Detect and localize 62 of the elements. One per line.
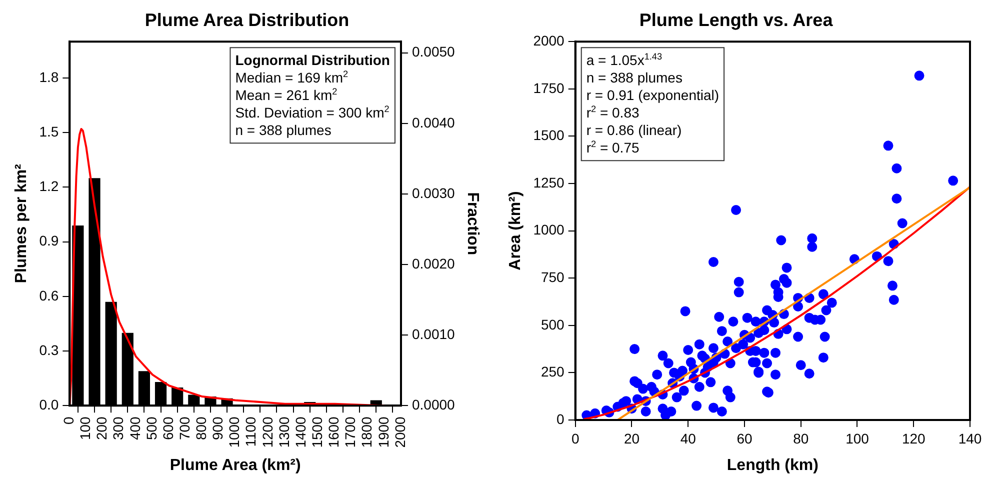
y-tick-label: 0.0 bbox=[39, 396, 59, 413]
x-tick-label: 0 bbox=[60, 416, 77, 424]
y-tick-label: 0.6 bbox=[39, 287, 59, 304]
annotation: r = 0.91 (exponential) bbox=[586, 87, 720, 104]
annotation: r = 0.86 (linear) bbox=[586, 122, 682, 138]
x-tick-label: 500 bbox=[143, 416, 160, 440]
y2-tick-label: 0.0050 bbox=[412, 44, 456, 60]
x-axis-title: Length (km) bbox=[726, 456, 818, 474]
x-tick-label: 0 bbox=[571, 430, 580, 446]
x-tick-label: 1600 bbox=[326, 416, 342, 448]
y2-tick-label: 0.0010 bbox=[412, 326, 456, 342]
annotation: n = 388 plumes bbox=[586, 70, 682, 86]
x-tick-label: 1400 bbox=[292, 416, 308, 448]
y-tick-label: 500 bbox=[540, 316, 565, 332]
annotation: n = 388 plumes bbox=[235, 122, 332, 138]
x-tick-label: 1500 bbox=[309, 416, 326, 448]
y-axis-title: Area (km²) bbox=[507, 191, 524, 270]
y2-axis-title: Fraction bbox=[464, 192, 481, 256]
x-tick-label: 700 bbox=[176, 416, 192, 440]
x-tick-label: 1800 bbox=[358, 416, 375, 448]
x-axis-title: Plume Area (km²) bbox=[170, 456, 301, 474]
x-tick-label: 600 bbox=[160, 416, 176, 440]
y2-tick-label: 0.0040 bbox=[412, 114, 456, 130]
x-tick-label: 100 bbox=[846, 430, 870, 446]
x-tick-label: 20 bbox=[624, 430, 640, 446]
y-axis-title: Plumes per km² bbox=[13, 164, 30, 284]
y-tick-label: 250 bbox=[540, 364, 565, 380]
x-tick-label: 40 bbox=[680, 430, 696, 446]
x-tick-label: 2000 bbox=[392, 416, 408, 448]
x-tick-label: 1100 bbox=[242, 416, 259, 447]
x-tick-label: 900 bbox=[210, 416, 226, 440]
y-tick-label: 0.9 bbox=[39, 232, 59, 249]
x-tick-label: 140 bbox=[958, 430, 982, 446]
x-tick-label: 100 bbox=[77, 416, 94, 440]
y-tick-label: 1750 bbox=[533, 80, 565, 96]
x-tick-label: 1700 bbox=[342, 416, 358, 448]
chart-title: Plume Area Distribution bbox=[144, 10, 350, 30]
y2-tick-label: 0.0000 bbox=[412, 396, 456, 413]
y-tick-label: 0.3 bbox=[39, 342, 59, 358]
y-tick-label: 1000 bbox=[533, 222, 565, 238]
x-tick-label: 120 bbox=[902, 430, 926, 446]
x-tick-label: 800 bbox=[193, 416, 210, 440]
x-tick-label: 1000 bbox=[226, 416, 242, 448]
y-tick-label: 1500 bbox=[533, 127, 565, 144]
x-tick-label: 1300 bbox=[276, 416, 292, 448]
y-tick-label: 1.5 bbox=[39, 123, 59, 140]
chart-title: Plume Length vs. Area bbox=[639, 10, 834, 30]
annotation: Lognormal Distribution bbox=[235, 52, 390, 68]
y-tick-label: 1.8 bbox=[39, 68, 59, 85]
x-tick-label: 1200 bbox=[259, 416, 276, 448]
y2-tick-label: 0.0020 bbox=[412, 255, 456, 272]
y-tick-label: 1.2 bbox=[39, 178, 59, 194]
x-tick-label: 200 bbox=[94, 416, 110, 440]
y-tick-label: 750 bbox=[540, 268, 565, 285]
x-tick-label: 1900 bbox=[375, 416, 392, 448]
y-tick-label: 2000 bbox=[533, 32, 565, 48]
x-tick-label: 400 bbox=[126, 416, 143, 440]
y2-tick-label: 0.0030 bbox=[412, 184, 456, 201]
x-tick-label: 80 bbox=[793, 430, 809, 446]
x-tick-label: 60 bbox=[736, 430, 752, 446]
x-tick-label: 300 bbox=[110, 416, 126, 440]
y-tick-label: 1250 bbox=[533, 174, 565, 190]
